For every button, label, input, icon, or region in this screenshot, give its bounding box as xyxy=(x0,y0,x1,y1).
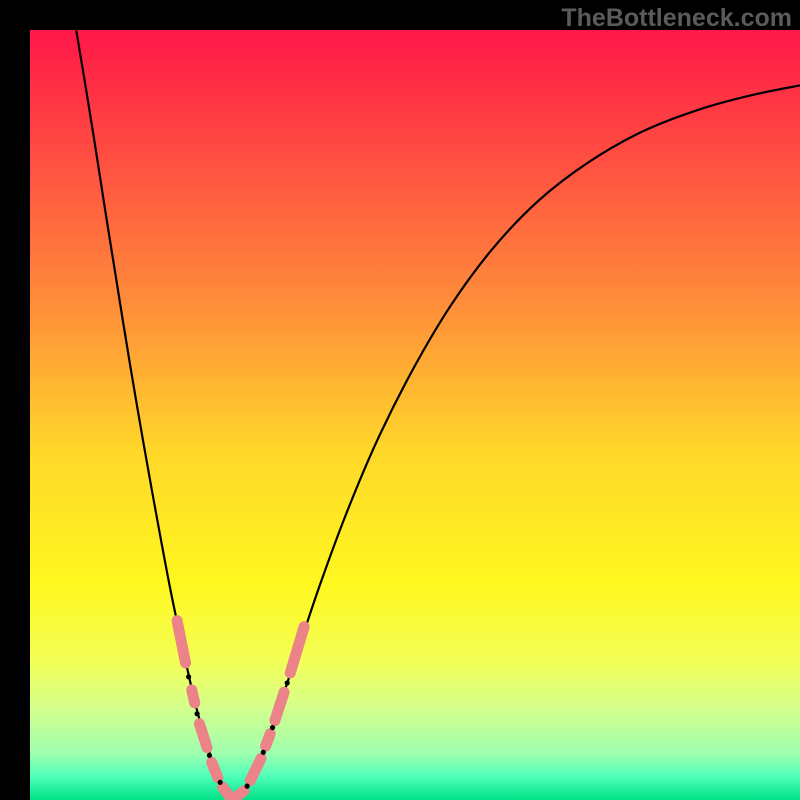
gradient-background xyxy=(30,30,800,800)
right-data-dot xyxy=(285,680,290,685)
left-data-dot xyxy=(218,780,223,785)
bottleneck-chart xyxy=(30,30,800,800)
left-data-segment xyxy=(192,690,195,703)
right-data-segment xyxy=(266,734,271,746)
left-data-dot xyxy=(207,753,212,758)
left-data-segment xyxy=(223,787,229,795)
right-data-dot xyxy=(270,725,275,730)
right-data-segment xyxy=(233,791,244,799)
watermark-text: TheBottleneck.com xyxy=(561,4,792,33)
right-data-dot xyxy=(261,750,266,755)
left-data-dot xyxy=(194,711,199,716)
right-data-dot xyxy=(245,784,250,789)
plot-container xyxy=(30,30,800,800)
left-data-dot xyxy=(186,674,191,679)
left-data-segment xyxy=(212,762,218,777)
left-data-segment xyxy=(199,724,207,748)
